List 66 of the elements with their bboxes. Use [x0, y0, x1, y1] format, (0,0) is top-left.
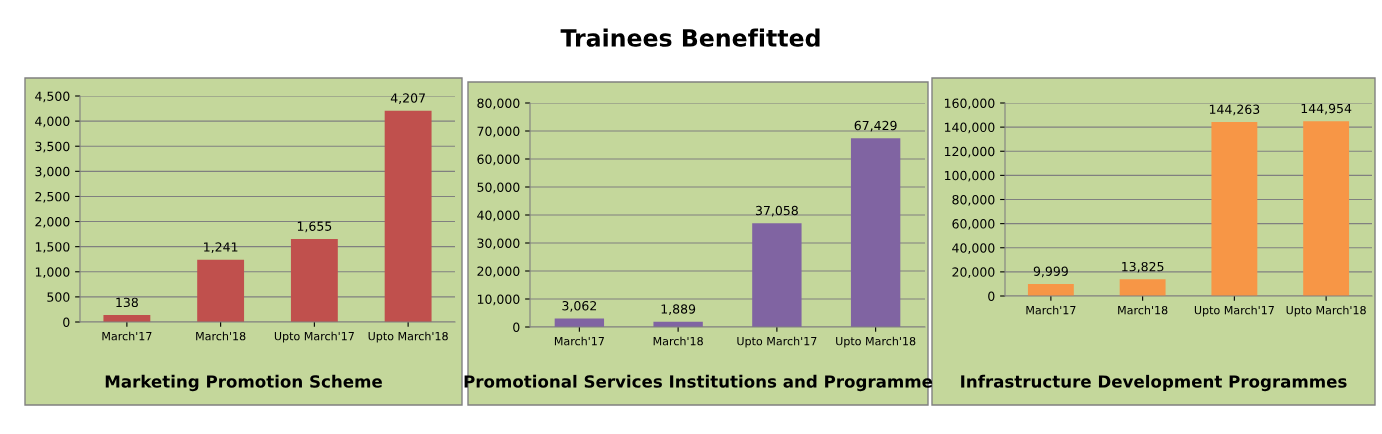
y-tick-label: 2,000 [35, 217, 70, 228]
text: Marketing Promotion Scheme [105, 374, 382, 392]
x-tick-label: March'17 [554, 336, 604, 346]
bar [1211, 121, 1258, 296]
y-tick-label: 30,000 [477, 238, 520, 250]
y-tick-label: 60,000 [952, 219, 995, 230]
y-tick-label: 1,500 [35, 242, 70, 253]
data-label: 144,954 [1301, 103, 1352, 115]
data-label: 144,263 [1209, 104, 1260, 116]
y-tick-label: 70,000 [477, 126, 520, 138]
y-tick-label: 80,000 [952, 194, 995, 206]
y-tick-label: 3,500 [35, 141, 70, 153]
data-label: 1,655 [297, 221, 332, 233]
data-label: 67,429 [854, 120, 897, 132]
x-tick-label: Upto March'18 [836, 336, 916, 348]
y-tick-label: 20,000 [952, 267, 995, 279]
y-tick-label: 160,000 [944, 98, 995, 110]
y-tick-label: 2,500 [35, 191, 70, 203]
y-tick-label: 40,000 [952, 243, 995, 254]
y-tick-label: 3,000 [35, 166, 70, 178]
bar [554, 318, 605, 327]
x-tick-label: Upto March'17 [274, 331, 354, 343]
data-label: 37,058 [755, 205, 798, 217]
y-tick-label: 0 [513, 322, 520, 332]
y-tick-label: 20,000 [477, 266, 520, 278]
bar [1027, 283, 1074, 296]
y-tick-label: 80,000 [477, 98, 520, 110]
y-tick-label: 50,000 [477, 182, 520, 194]
x-tick-label: March'18 [653, 336, 703, 346]
data-label: 1,241 [204, 242, 238, 253]
bar [850, 138, 901, 327]
y-tick-label: 140,000 [944, 122, 995, 134]
bar [752, 223, 802, 327]
y-tick-label: 40,000 [477, 210, 520, 222]
x-tick-label: Upto March'18 [1286, 305, 1366, 317]
data-label: 3,062 [562, 300, 597, 312]
text: Promotional Services Institutions and Programme [464, 374, 933, 392]
y-tick-label: 60,000 [477, 154, 520, 166]
data-label: 138 [116, 297, 138, 308]
y-tick-label: 0 [63, 317, 70, 327]
x-tick-label: March'18 [1118, 305, 1168, 315]
text: Trainees Benefitted [560, 28, 820, 47]
bar [290, 238, 338, 322]
y-tick-label: 1,000 [35, 267, 70, 278]
text: Infrastructure Development Programmes [961, 374, 1347, 392]
y-tick-label: 0 [988, 291, 995, 301]
y-tick-label: 100,000 [944, 170, 995, 182]
data-label: 9,999 [1033, 266, 1068, 278]
bar [197, 259, 245, 322]
bar [384, 110, 432, 322]
y-tick-label: 500 [47, 292, 70, 302]
data-label: 1,889 [661, 304, 696, 316]
x-tick-label: March'17 [102, 331, 152, 341]
y-tick-label: 4,500 [35, 91, 70, 103]
data-label: 13,825 [1122, 261, 1164, 273]
x-tick-label: Upto March'17 [737, 336, 817, 348]
y-tick-label: 4,000 [35, 116, 70, 128]
y-tick-label: 10,000 [477, 294, 520, 306]
x-tick-label: March'17 [1026, 305, 1076, 315]
data-label: 4,207 [390, 93, 425, 105]
x-tick-label: Upto March'18 [368, 331, 448, 343]
x-tick-label: Upto March'17 [1194, 305, 1274, 317]
bar [1303, 121, 1350, 296]
y-tick-label: 120,000 [944, 146, 995, 158]
x-tick-label: March'18 [196, 331, 246, 341]
bar [1119, 279, 1166, 296]
